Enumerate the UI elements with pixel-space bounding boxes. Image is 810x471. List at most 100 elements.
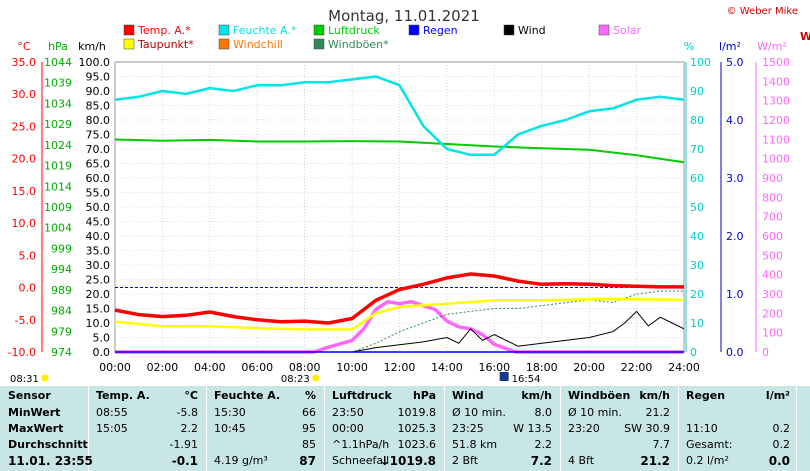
stats-cell-value: -1.91: [169, 438, 198, 451]
stats-cell-value: 0.2: [772, 422, 791, 435]
wind-tick-label: 85.0: [86, 100, 111, 113]
moon-time: 08:31: [10, 374, 39, 385]
pressure-tick-label: 1019: [44, 160, 72, 173]
stats-cell-value: W 13.5: [513, 422, 552, 435]
legend-swatch: [123, 24, 135, 36]
wind-tick-label: 20.0: [86, 288, 111, 301]
stats-cell-sub: 23:20: [568, 422, 600, 435]
humidity-tick-label: 0: [690, 346, 697, 359]
sunset-time: 16:54: [512, 374, 541, 385]
stats-cell-value: 2.2: [180, 422, 199, 435]
humidity-axis-unit: %: [684, 40, 694, 53]
pressure-tick-label: 994: [51, 263, 72, 276]
pressure-tick-label: 979: [51, 325, 72, 338]
stats-row-label: MinWert: [8, 406, 61, 419]
wind-tick-label: 100.0: [79, 56, 111, 69]
series-line-wind: [115, 310, 685, 353]
legend-swatch: [313, 38, 325, 50]
series: [114, 75, 685, 354]
pressure-tick-label: 1004: [44, 222, 72, 235]
legend-swatch: [598, 24, 610, 36]
pressure-tick-label: 974: [51, 346, 72, 359]
wind-tick-label: 65.0: [86, 158, 111, 171]
wind-tick-label: 90.0: [86, 85, 111, 98]
stats-header-temp: Temp. A.: [96, 389, 150, 402]
legend-label: Wind: [518, 24, 546, 37]
stats-cell-sub: 4.19 g/m³: [214, 454, 268, 467]
legend-label: Windchill: [233, 38, 283, 51]
humidity-tick-label: 50: [690, 201, 704, 214]
solar-tick-label: 500: [762, 249, 783, 262]
stats-header-unit: l/m²: [765, 389, 790, 402]
solar-tick-label: 0: [762, 346, 769, 359]
wind-tick-label: 10.0: [86, 317, 111, 330]
wind-tick-label: 60.0: [86, 172, 111, 185]
legend-label: Windböen*: [328, 38, 389, 51]
series-line-tempa: [114, 272, 684, 325]
stats-cell-value: -5.8: [176, 406, 198, 419]
stats-cell-sub: 00:00: [332, 422, 364, 435]
legend-label: Feuchte A.*: [233, 24, 297, 37]
pressure-axis-unit: hPa: [48, 40, 68, 53]
stats-cell-value: 7.7: [652, 438, 671, 451]
rain-tick-label: 0.0: [726, 346, 744, 359]
solar-tick-label: 200: [762, 307, 783, 320]
humidity-tick-label: 30: [690, 259, 704, 272]
humidity-tick-label: 70: [690, 143, 704, 156]
stats-cell-value: 7.2: [530, 454, 552, 468]
temp-tick-label: 10.0: [12, 217, 37, 230]
temp-tick-label: -10.0: [8, 346, 36, 359]
x-tick-label: 14:00: [431, 361, 463, 374]
solar-tick-label: 800: [762, 191, 783, 204]
stats-cell-sub: 0.2 l/m²: [686, 454, 729, 467]
edge-label: W: [800, 30, 810, 43]
stats-cell-sub: Gesamt:: [686, 438, 733, 451]
wind-tick-label: 15.0: [86, 303, 111, 316]
stats-cell-sub: 23:50: [332, 406, 364, 419]
x-tick-label: 18:00: [526, 361, 558, 374]
x-tick-label: 22:00: [621, 361, 653, 374]
rain-tick-label: 1.0: [726, 288, 744, 301]
stats-cell-sub: Ø 10 min.: [568, 406, 622, 419]
temp-tick-label: 20.0: [12, 153, 37, 166]
axes: 35.030.025.020.015.010.05.00.0-5.0-10.01…: [8, 40, 790, 374]
humidity-tick-label: 60: [690, 172, 704, 185]
pressure-tick-label: 1044: [44, 56, 72, 69]
legend-label: Taupunkt*: [137, 38, 194, 51]
stats-cell-sub: Ø 10 min.: [452, 406, 506, 419]
temp-axis-unit: °C: [17, 40, 31, 53]
solar-tick-label: 1200: [762, 114, 790, 127]
wind-tick-label: 75.0: [86, 129, 111, 142]
series-line-feuchtea: [114, 75, 685, 157]
stats-header-unit: km/h: [639, 389, 670, 402]
stats-header-unit: °C: [184, 389, 198, 402]
wind-tick-label: 95.0: [86, 71, 111, 84]
stats-header-sensor: Sensor: [8, 389, 51, 402]
humidity-tick-label: 90: [690, 85, 704, 98]
stats-cell-sub: 15:05: [96, 422, 128, 435]
stats-header-unit: km/h: [521, 389, 552, 402]
solar-tick-label: 1000: [762, 153, 790, 166]
solar-axis-unit: W/m²: [757, 40, 787, 53]
copyright-label: © Weber Mike: [727, 6, 798, 17]
stats-cell-value: 21.2: [645, 406, 671, 419]
sunrise-time: 08:23: [281, 374, 310, 385]
stats-cell-sub: 10:45: [214, 422, 246, 435]
x-tick-label: 20:00: [573, 361, 605, 374]
wind-tick-label: 55.0: [86, 187, 111, 200]
sunrise-icon: [312, 374, 320, 382]
legend-label: Regen: [423, 24, 458, 37]
humidity-tick-label: 10: [690, 317, 704, 330]
pressure-tick-label: 999: [51, 242, 72, 255]
pressure-tick-label: 1034: [44, 97, 72, 110]
series-line-solar: [115, 299, 684, 354]
series-line-taupunkt: [114, 297, 685, 331]
stats-cell-sub: 4 Bft: [568, 454, 595, 467]
stats-cell-value: 1023.6: [397, 438, 437, 451]
legend-label: Temp. A.*: [137, 24, 191, 37]
stats-header-rain: Regen: [686, 389, 726, 402]
stats-header-humidity: Feuchte A.: [214, 389, 281, 402]
stats-cell-value: 8.0: [534, 406, 553, 419]
x-tick-label: 00:00: [99, 361, 131, 374]
x-tick-label: 16:00: [478, 361, 510, 374]
